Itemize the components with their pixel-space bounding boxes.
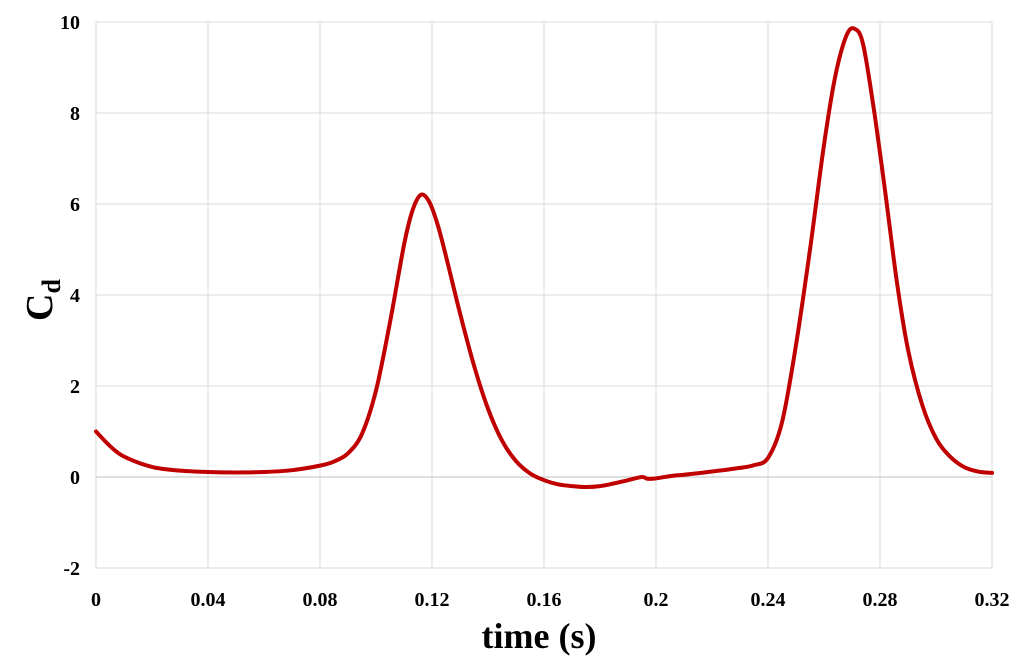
y-tick-label: 8 xyxy=(70,103,80,125)
x-tick-label: 0.16 xyxy=(527,589,562,611)
y-axis-label-sub: d xyxy=(37,279,66,294)
grid-lines xyxy=(95,21,993,569)
x-tick-label: 0.32 xyxy=(975,589,1010,611)
x-tick-label: 0.04 xyxy=(191,589,226,611)
y-tick-label: 0 xyxy=(70,467,80,489)
x-tick-label: 0.24 xyxy=(751,589,786,611)
x-tick-label: 0.28 xyxy=(863,589,898,611)
x-axis-label: time (s) xyxy=(482,616,597,656)
x-tick-label: 0.2 xyxy=(644,589,669,611)
y-tick-label: 2 xyxy=(70,376,80,398)
plot-border xyxy=(95,21,993,569)
y-tick-labels: -2 0 2 4 6 8 10 xyxy=(60,12,80,580)
series-line-cd xyxy=(94,26,994,490)
y-tick-label: 10 xyxy=(60,12,80,34)
x-tick-label: 0.08 xyxy=(303,589,338,611)
y-tick-label: 6 xyxy=(70,194,80,216)
x-tick-label: 0 xyxy=(91,589,101,611)
x-tick-label: 0.12 xyxy=(415,589,450,611)
y-axis-label: Cd xyxy=(19,279,66,321)
y-tick-label: -2 xyxy=(63,558,80,580)
x-tick-labels: 0 0.04 0.08 0.12 0.16 0.2 0.24 0.28 0.32 xyxy=(91,589,1010,611)
y-tick-label: 4 xyxy=(70,285,80,307)
y-axis-label-main: C xyxy=(19,294,61,321)
plot-area xyxy=(95,21,993,569)
